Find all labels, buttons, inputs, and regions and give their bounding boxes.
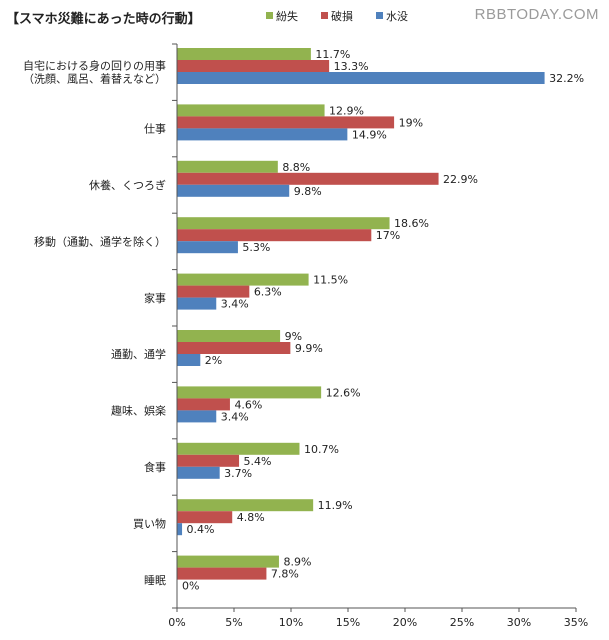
bar-7-1 xyxy=(177,454,240,467)
data-label-7-1: 5.4% xyxy=(244,455,272,468)
data-label-0-1: 13.3% xyxy=(334,60,369,73)
bar-4-2 xyxy=(177,297,217,310)
watermark: RBBTODAY.COM xyxy=(474,6,599,23)
x-tick-label-3: 15% xyxy=(336,616,360,629)
data-label-4-2: 3.4% xyxy=(221,298,249,311)
data-label-5-2: 2% xyxy=(205,354,222,367)
category-labels: 自宅における身の回りの用事（洗顔、風呂、着替えなど） 仕事休養、くつろぎ移動（通勤… xyxy=(23,59,166,587)
data-label-2-0: 8.8% xyxy=(282,161,310,174)
x-tick-label-0: 0% xyxy=(168,616,185,629)
bar-6-1 xyxy=(177,398,230,411)
data-label-3-2: 5.3% xyxy=(242,241,270,254)
legend-label-2: 水没 xyxy=(386,10,408,23)
bars: 11.7%13.3% 32.2% 12.9% 19% 14.9% 8.8% 22.9% 9.8… xyxy=(177,48,584,593)
data-label-8-2: 0.4% xyxy=(187,523,215,536)
data-label-3-1: 17% xyxy=(376,229,400,242)
data-label-9-2: 0% xyxy=(182,580,199,593)
bar-3-1 xyxy=(177,229,372,242)
bar-7-2 xyxy=(177,466,220,479)
data-label-6-2: 3.4% xyxy=(221,410,249,423)
data-label-1-2: 14.9% xyxy=(352,128,387,141)
category-label-4: 家事 xyxy=(144,291,166,305)
bar-5-0 xyxy=(177,330,281,342)
bar-6-0 xyxy=(177,386,322,399)
x-tick-label-5: 25% xyxy=(450,616,474,629)
data-label-7-0: 10.7% xyxy=(304,443,339,456)
category-label-1: 仕事 xyxy=(144,123,166,136)
bar-1-1 xyxy=(177,116,395,129)
axis xyxy=(172,43,577,612)
data-label-9-0: 8.9% xyxy=(283,556,311,569)
data-label-4-0: 11.5% xyxy=(313,274,348,287)
data-label-0-2: 32.2% xyxy=(549,72,584,85)
bar-8-1 xyxy=(177,511,233,524)
bar-8-0 xyxy=(177,499,314,512)
data-label-6-1: 4.6% xyxy=(234,398,262,411)
data-label-0-0: 11.7% xyxy=(315,48,350,61)
bar-2-2 xyxy=(177,184,290,197)
bar-9-1 xyxy=(177,567,267,580)
data-label-2-2: 9.8% xyxy=(294,185,322,198)
data-label-4-1: 6.3% xyxy=(254,286,282,299)
bar-8-2 xyxy=(177,523,183,536)
legend-label-1: 破損 xyxy=(331,9,353,23)
bar-7-0 xyxy=(177,442,300,455)
bar-0-0 xyxy=(177,48,311,60)
legend-swatch-0 xyxy=(266,12,273,19)
category-label-6: 趣味、娯楽 xyxy=(111,404,166,418)
tick-labels: 0% 5% 10% 15% 20% 25% 30% 35% xyxy=(168,616,588,629)
x-tick-label-6: 30% xyxy=(507,616,531,629)
bar-0-1 xyxy=(177,60,330,72)
data-label-9-1: 7.8% xyxy=(271,568,299,581)
bar-4-0 xyxy=(177,273,309,286)
x-tick-label-1: 5% xyxy=(225,616,242,629)
category-label-8: 買い物 xyxy=(133,516,166,530)
legend-swatch-2 xyxy=(376,12,383,19)
bar-2-1 xyxy=(177,172,439,185)
legend: 紛失 破損 水没 xyxy=(266,9,408,23)
data-label-5-0: 9% xyxy=(285,330,302,343)
category-label-7: 食事 xyxy=(144,460,166,474)
bar-9-0 xyxy=(177,555,279,568)
bar-3-2 xyxy=(177,241,238,254)
data-label-8-0: 11.9% xyxy=(318,499,353,512)
legend-swatch-1 xyxy=(321,12,328,19)
bar-4-1 xyxy=(177,285,250,298)
category-label-9: 睡眠 xyxy=(144,574,166,587)
bar-5-2 xyxy=(177,354,201,366)
data-label-6-0: 12.6% xyxy=(326,386,361,399)
data-label-1-1: 19% xyxy=(399,116,423,129)
category-label-0: 自宅における身の回りの用事（洗顔、風呂、着替えなど） xyxy=(23,59,166,86)
chart-title: 【スマホ災難にあった時の行動】 xyxy=(6,12,201,27)
bar-2-0 xyxy=(177,160,278,173)
data-label-7-2: 3.7% xyxy=(224,467,252,480)
category-label-3: 移動（通勤、通学を除く） xyxy=(34,234,166,248)
x-tick-label-4: 20% xyxy=(393,616,417,629)
bar-5-1 xyxy=(177,342,291,354)
bar-3-0 xyxy=(177,217,390,230)
legend-label-0: 紛失 xyxy=(276,9,298,23)
data-label-2-1: 22.9% xyxy=(443,173,478,186)
data-label-3-0: 18.6% xyxy=(394,217,429,230)
x-tick-label-2: 10% xyxy=(279,616,303,629)
data-label-1-0: 12.9% xyxy=(329,104,364,117)
category-label-2: 休養、くつろぎ xyxy=(89,178,166,192)
bar-1-2 xyxy=(177,128,348,141)
x-tick-label-7: 35% xyxy=(564,616,588,629)
category-label-5: 通勤、通学 xyxy=(111,347,166,361)
bar-0-2 xyxy=(177,72,545,84)
bar-6-2 xyxy=(177,410,217,423)
bar-1-0 xyxy=(177,104,325,117)
data-label-8-1: 4.8% xyxy=(237,511,265,524)
data-label-5-1: 9.9% xyxy=(295,342,323,355)
